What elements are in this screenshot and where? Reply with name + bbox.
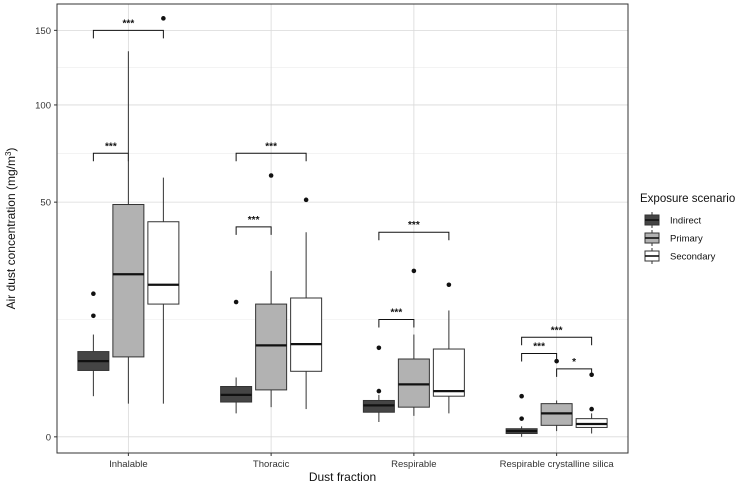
y-axis-title-sup: 3 (4, 151, 13, 156)
y-tick-label: 100 (35, 100, 51, 111)
x-tick-label: Thoracic (253, 459, 290, 470)
box-iqr (432, 348, 465, 397)
box-respirable-crystalline-silica-secondary (575, 372, 608, 434)
significance-brackets: ****** ****** ************* (92, 18, 593, 377)
significance-bracket (92, 152, 129, 162)
significance-label: *** (551, 325, 563, 336)
x-tick-label: Respirable crystalline silica (500, 459, 615, 470)
significance-label: *** (105, 141, 117, 152)
x-axis-title: Dust fraction (309, 470, 376, 484)
x-tick-label: Respirable (391, 459, 436, 470)
significance-bracket (378, 231, 450, 241)
significance-bracket (92, 29, 164, 39)
box-thoracic-indirect (220, 299, 253, 414)
significance-label: *** (265, 141, 277, 152)
outlier-point (589, 406, 594, 412)
box-inhalable-secondary (147, 16, 180, 404)
x-axis-ticks: Inhalable Thoracic Respirable Respirable cr… (109, 453, 614, 470)
significance-bracket (521, 353, 558, 362)
box-iqr (147, 221, 180, 305)
box-iqr (255, 303, 288, 391)
y-axis-title-tail: ) (4, 148, 18, 152)
significance-label: *** (391, 307, 403, 318)
outlier-point (161, 16, 166, 21)
box-series (77, 16, 608, 437)
significance-thoracic-indirect-secondary: *** (235, 141, 307, 162)
significance-respirable-crystalline-silica-primary-secondary: * (556, 357, 593, 377)
box-inhalable-indirect (77, 291, 110, 397)
legend-label: Indirect (670, 216, 702, 227)
significance-inhalable-indirect-secondary: *** (92, 18, 164, 39)
legend-item-primary: Primary (644, 230, 703, 246)
legend-label: Secondary (670, 252, 716, 263)
significance-inhalable-indirect-primary: *** (92, 141, 129, 162)
significance-bracket (235, 226, 272, 235)
significance-label: * (572, 357, 576, 368)
outlier-point (411, 268, 417, 274)
box-respirable-crystalline-silica-indirect (505, 393, 538, 437)
significance-label: *** (123, 18, 135, 29)
box-respirable-secondary (432, 282, 465, 414)
significance-respirable-crystalline-silica-indirect-primary: *** (521, 342, 558, 362)
outlier-point (376, 345, 382, 351)
significance-bracket (521, 336, 593, 346)
legend-title: Exposure scenario (640, 193, 735, 205)
significance-bracket (235, 152, 307, 162)
legend: Exposure scenario Indirect Primary Seconda… (640, 193, 735, 264)
outlier-point (554, 358, 559, 364)
significance-bracket (556, 368, 593, 377)
outlier-point (589, 372, 594, 378)
outlier-point (268, 173, 274, 178)
legend-item-secondary: Secondary (644, 248, 716, 264)
y-axis-title-main: Air dust concentration (mg/m (4, 156, 18, 309)
legend-item-indirect: Indirect (644, 212, 702, 228)
significance-label: *** (408, 220, 420, 231)
y-axis-title: Air dust concentration (mg/m3) (4, 148, 19, 310)
outlier-point (303, 197, 309, 203)
outlier-point (446, 282, 452, 288)
outlier-point (91, 313, 96, 319)
box-respirable-crystalline-silica-primary (540, 358, 573, 432)
box-iqr (540, 403, 573, 426)
box-respirable-indirect (362, 345, 395, 422)
x-tick-label: Inhalable (109, 459, 148, 470)
legend-label: Primary (670, 234, 703, 245)
y-tick-label: 150 (35, 26, 51, 37)
box-iqr (290, 297, 323, 372)
significance-respirable-indirect-primary: *** (378, 307, 415, 328)
outlier-point (376, 388, 382, 394)
significance-label: *** (533, 342, 545, 353)
significance-thoracic-indirect-primary: *** (235, 215, 272, 235)
box-iqr (397, 358, 430, 408)
significance-bracket (378, 318, 415, 328)
box-respirable-primary (397, 268, 430, 416)
y-axis-ticks: 0 50 100 150 (35, 26, 57, 443)
box-thoracic-primary (255, 173, 288, 408)
significance-respirable-crystalline-silica-indirect-secondary: *** (521, 325, 593, 346)
y-tick-label: 0 (46, 432, 51, 443)
outlier-point (519, 416, 524, 421)
outlier-point (519, 393, 524, 399)
y-tick-label: 50 (40, 198, 51, 209)
outlier-point (91, 291, 96, 296)
significance-label: *** (248, 215, 260, 226)
outlier-point (233, 299, 239, 305)
box-thoracic-secondary (290, 197, 323, 410)
significance-respirable-indirect-secondary: *** (378, 220, 450, 241)
panel-border (56, 3, 629, 454)
box-iqr (112, 204, 145, 358)
box-inhalable-primary (112, 51, 145, 404)
